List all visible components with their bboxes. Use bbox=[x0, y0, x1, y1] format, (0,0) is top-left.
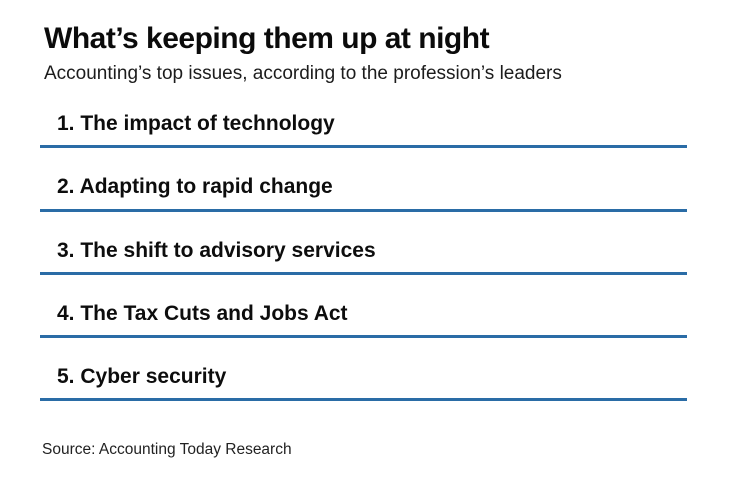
list-item-4: 4. The Tax Cuts and Jobs Act bbox=[40, 301, 687, 339]
issues-list: 1. The impact of technology 2. Adapting … bbox=[0, 111, 740, 402]
list-item-5: 5. Cyber security bbox=[40, 364, 687, 402]
figure-title: What’s keeping them up at night bbox=[44, 22, 490, 55]
list-item-2: 2. Adapting to rapid change bbox=[40, 174, 687, 212]
list-item-1: 1. The impact of technology bbox=[40, 111, 687, 149]
list-item-3: 3. The shift to advisory services bbox=[40, 238, 687, 275]
figure-subtitle: Accounting’s top issues, according to th… bbox=[44, 62, 562, 84]
source-note: Source: Accounting Today Research bbox=[42, 441, 292, 459]
